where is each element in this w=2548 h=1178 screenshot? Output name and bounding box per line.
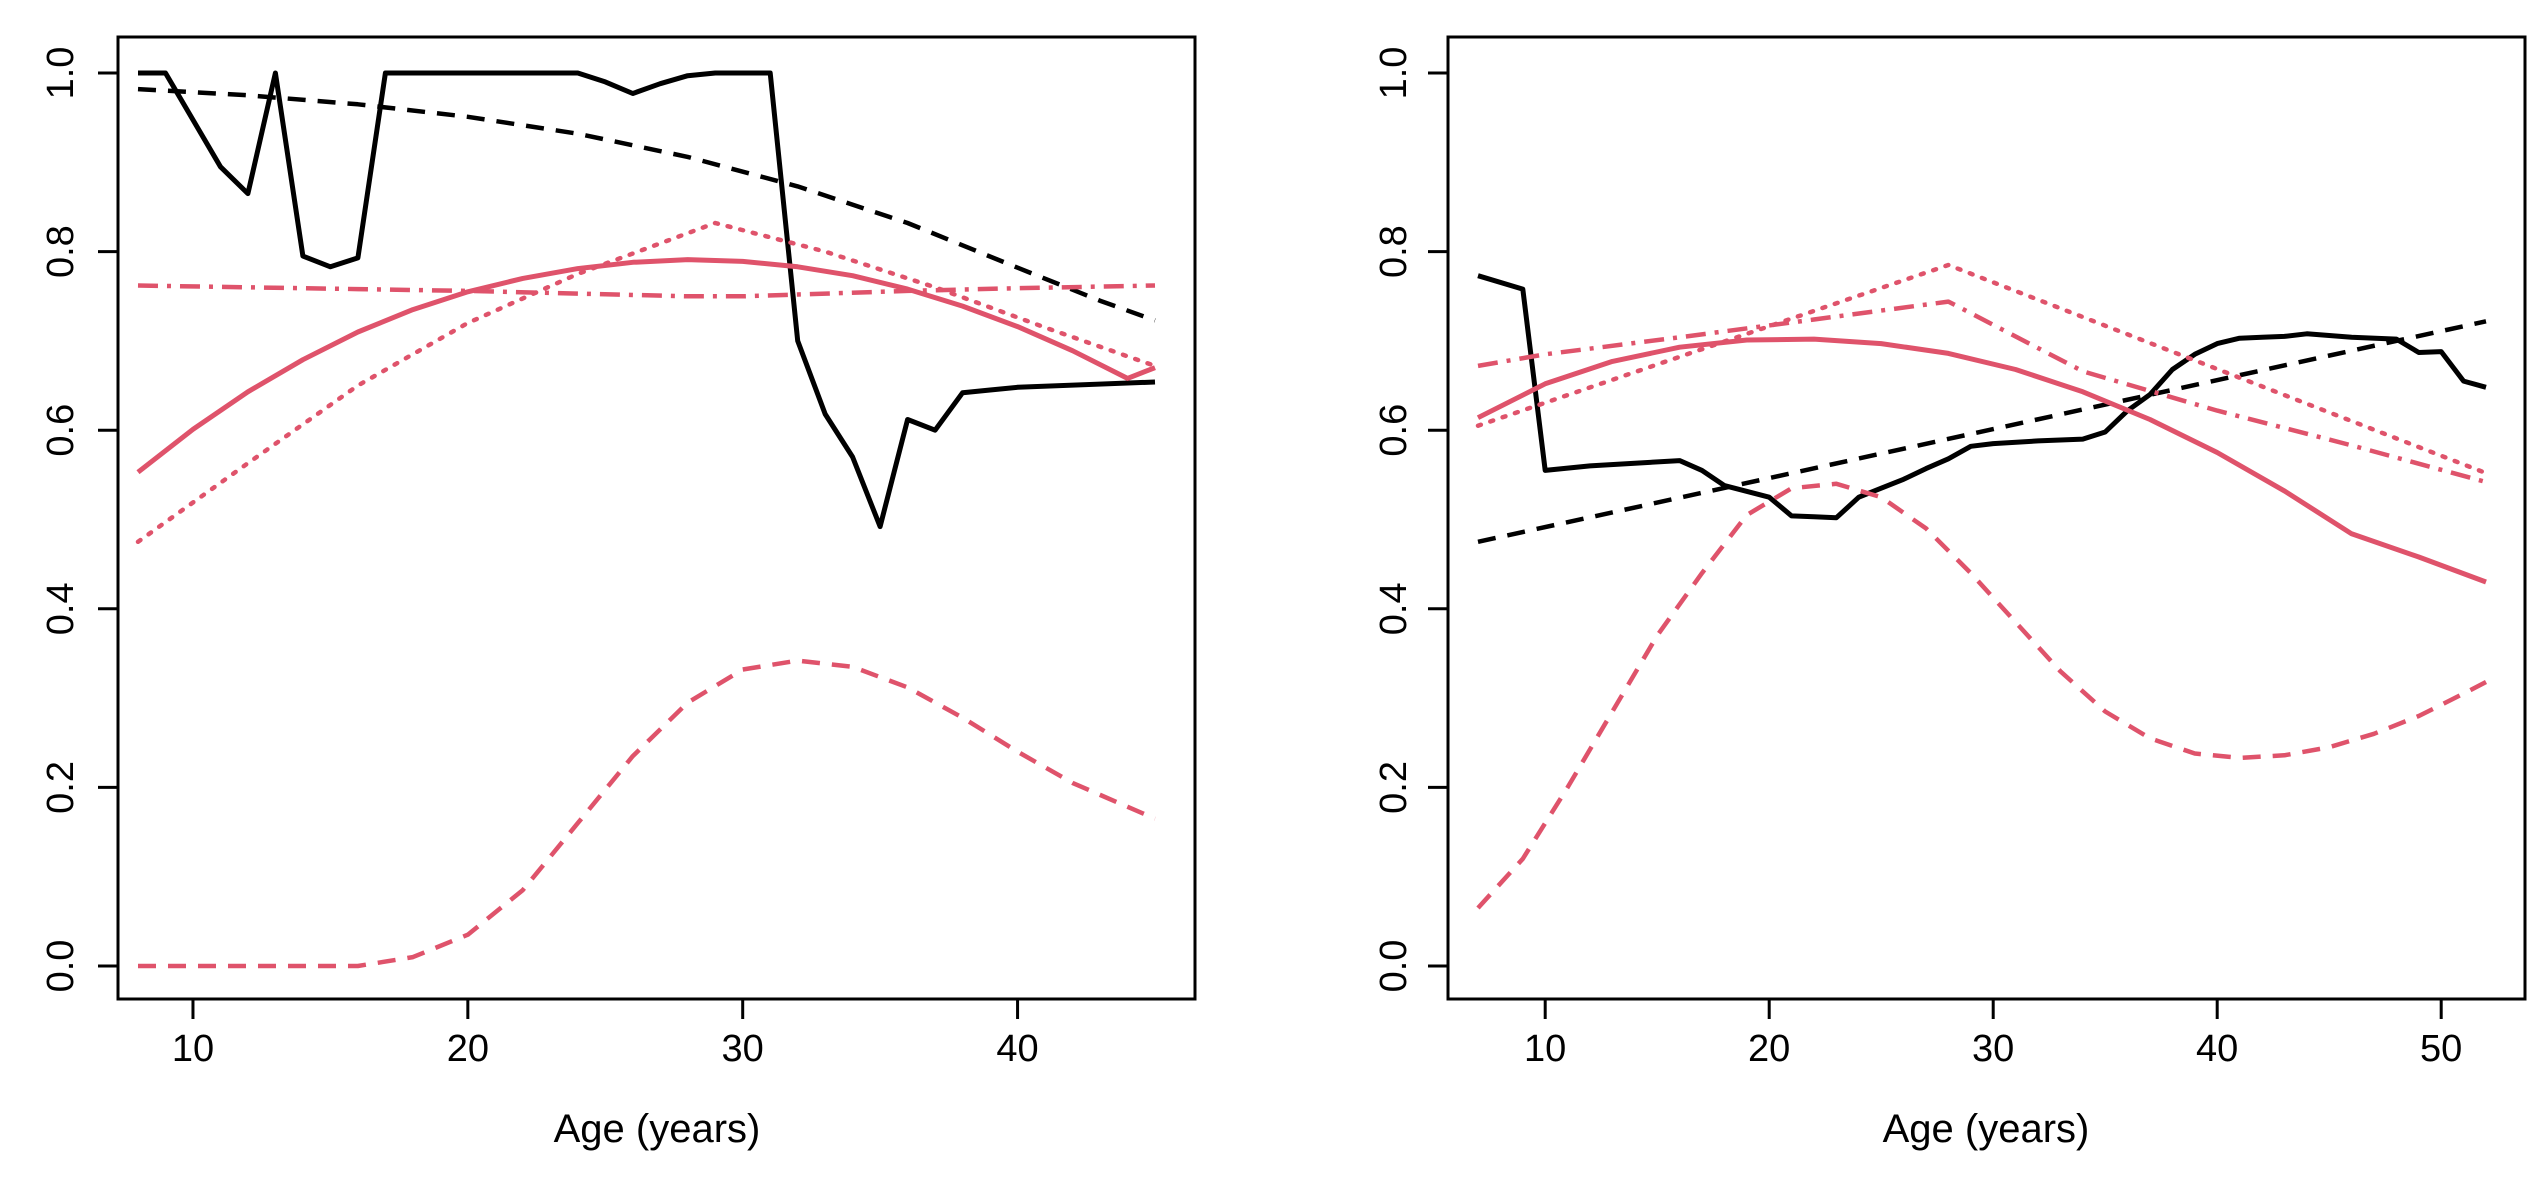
right-y-tick-label: 1.0 (1373, 47, 1415, 100)
left-series-group (135, 70, 1158, 969)
right-series-dashdot-red-line (1477, 299, 2487, 485)
left-series-dashed-black-line (137, 86, 1156, 323)
right-y-tick-label: 0.8 (1373, 225, 1415, 278)
right-x-tick-label: 50 (2420, 1028, 2462, 1070)
right-y-tick-label: 0.4 (1373, 582, 1415, 635)
right-y-tick-label: 0.6 (1373, 404, 1415, 457)
left-series-dotted-red-line (135, 220, 1158, 545)
right-x-axis: 10 20 30 40 50 (1524, 999, 2462, 1070)
right-plot-frame (1446, 35, 2527, 1001)
left-x-tick-label: 10 (172, 1028, 214, 1070)
left-x-tick-label: 20 (447, 1028, 489, 1070)
right-x-tick-label: 40 (2196, 1028, 2238, 1070)
right-series-dashed-red-line (1476, 481, 2488, 910)
right-y-tick-label: 0.2 (1373, 761, 1415, 814)
left-panel: 10 20 30 40 0.0 0.2 0.4 0.6 0.8 1.0 Age (years) (40, 35, 1197, 1151)
left-y-tick-label: 0.8 (40, 225, 82, 278)
right-x-axis-title: Age (years) (1883, 1107, 2090, 1151)
left-x-tick-label: 30 (722, 1028, 764, 1070)
left-series-solid-red-line (136, 257, 1156, 475)
right-x-tick-label: 20 (1748, 1028, 1790, 1070)
right-x-tick-label: 10 (1524, 1028, 1566, 1070)
right-y-tick-label: 0.0 (1373, 940, 1415, 993)
left-series-dashdot-red-line (137, 283, 1156, 299)
left-y-tick-label: 0.4 (40, 582, 82, 635)
right-series-solid-red-line (1476, 336, 2487, 585)
left-x-axis-title: Age (years) (554, 1107, 761, 1151)
right-series-group (1475, 262, 2489, 910)
left-series-dashed-red-line (138, 658, 1156, 969)
right-y-axis: 0.0 0.2 0.4 0.6 0.8 1.0 (1373, 47, 1448, 993)
right-x-tick-label: 30 (1972, 1028, 2014, 1070)
left-x-tick-label: 40 (996, 1028, 1038, 1070)
left-y-tick-label: 0.2 (40, 761, 82, 814)
left-y-tick-label: 0.0 (40, 940, 82, 993)
left-y-tick-label: 1.0 (40, 47, 82, 100)
left-series-solid-black-line (138, 70, 1156, 530)
left-y-tick-label: 0.6 (40, 404, 82, 457)
left-x-axis: 10 20 30 40 (172, 999, 1039, 1070)
left-plot-frame (116, 35, 1197, 1001)
left-y-axis: 0.0 0.2 0.4 0.6 0.8 1.0 (40, 47, 118, 993)
right-series-dotted-red-line (1475, 262, 2489, 476)
right-series-dashed-black-line (1477, 319, 2487, 544)
right-panel: 10 20 30 40 50 0.0 0.2 0.4 0.6 0.8 1.0 Age (years… (1373, 35, 2527, 1151)
right-series-solid-black-line (1477, 273, 2487, 521)
